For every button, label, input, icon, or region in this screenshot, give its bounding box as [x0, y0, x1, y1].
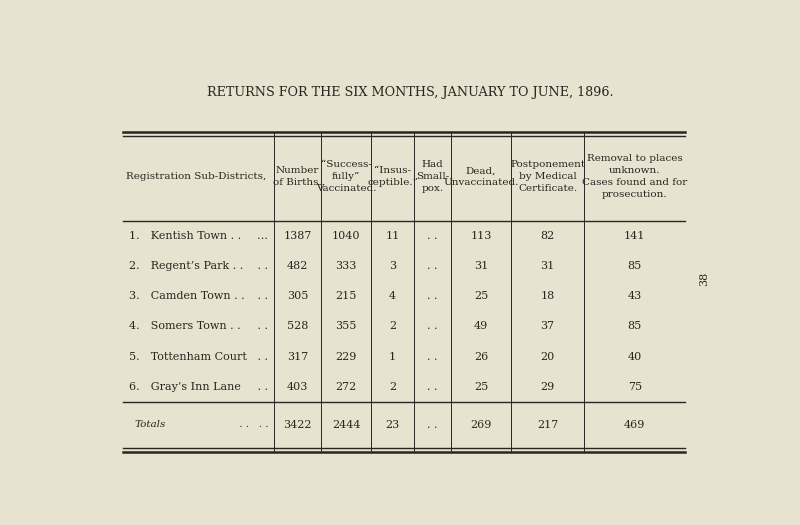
- Text: 482: 482: [287, 261, 308, 271]
- Text: . .: . .: [427, 231, 438, 241]
- Text: . .: . .: [254, 382, 268, 392]
- Text: . .: . .: [254, 321, 268, 331]
- Text: 75: 75: [628, 382, 642, 392]
- Text: 217: 217: [537, 420, 558, 430]
- Text: 2. Regent’s Park . .: 2. Regent’s Park . .: [130, 261, 244, 271]
- Text: 23: 23: [386, 420, 400, 430]
- Text: 1. Kentish Town . .: 1. Kentish Town . .: [130, 231, 242, 241]
- Text: 333: 333: [335, 261, 357, 271]
- Text: . .: . .: [427, 420, 438, 430]
- Text: 29: 29: [541, 382, 554, 392]
- Text: 317: 317: [287, 352, 308, 362]
- Text: 2: 2: [389, 382, 396, 392]
- Text: “Insus-
ceptible.”: “Insus- ceptible.”: [367, 166, 418, 187]
- Text: 1040: 1040: [332, 231, 360, 241]
- Text: 1: 1: [389, 352, 396, 362]
- Text: Number
of Births.: Number of Births.: [274, 166, 322, 187]
- Text: . .: . .: [254, 291, 268, 301]
- Text: RETURNS FOR THE SIX MONTHS, JANUARY TO JUNE, 1896.: RETURNS FOR THE SIX MONTHS, JANUARY TO J…: [206, 86, 614, 99]
- Text: Had
Small-
pox.: Had Small- pox.: [416, 160, 449, 193]
- Text: . .   . .: . . . .: [236, 421, 268, 429]
- Text: 5. Tottenham Court: 5. Tottenham Court: [130, 352, 247, 362]
- Text: 18: 18: [541, 291, 554, 301]
- Text: Removal to places
unknown.
Cases found and for
prosecution.: Removal to places unknown. Cases found a…: [582, 154, 687, 199]
- Text: 269: 269: [470, 420, 491, 430]
- Text: 43: 43: [628, 291, 642, 301]
- Text: 403: 403: [287, 382, 308, 392]
- Text: . .: . .: [427, 291, 438, 301]
- Text: 25: 25: [474, 291, 488, 301]
- Text: 26: 26: [474, 352, 488, 362]
- Text: 3. Camden Town . .: 3. Camden Town . .: [130, 291, 245, 301]
- Text: 11: 11: [386, 231, 400, 241]
- Text: 305: 305: [287, 291, 308, 301]
- Text: 40: 40: [628, 352, 642, 362]
- Text: 85: 85: [628, 321, 642, 331]
- Text: “Success-
fully”
Vaccinated.: “Success- fully” Vaccinated.: [316, 160, 376, 193]
- Text: Totals: Totals: [135, 421, 166, 429]
- Text: 31: 31: [541, 261, 554, 271]
- Text: . .: . .: [427, 321, 438, 331]
- Text: Postponement
by Medical
Certificate.: Postponement by Medical Certificate.: [510, 160, 585, 193]
- Text: 1387: 1387: [283, 231, 312, 241]
- Text: …: …: [250, 231, 268, 241]
- Text: 4. Somers Town . .: 4. Somers Town . .: [130, 321, 241, 331]
- Text: 141: 141: [624, 231, 646, 241]
- Text: 215: 215: [335, 291, 357, 301]
- Text: 82: 82: [541, 231, 554, 241]
- Text: 229: 229: [335, 352, 357, 362]
- Text: 25: 25: [474, 382, 488, 392]
- Text: Registration Sub-Districts,: Registration Sub-Districts,: [126, 172, 266, 181]
- Text: 2: 2: [389, 321, 396, 331]
- Text: 355: 355: [335, 321, 357, 331]
- Text: . .: . .: [254, 352, 268, 362]
- Text: . .: . .: [427, 352, 438, 362]
- Text: 469: 469: [624, 420, 646, 430]
- Text: 2444: 2444: [332, 420, 360, 430]
- Text: 3422: 3422: [283, 420, 312, 430]
- Text: 272: 272: [335, 382, 357, 392]
- Text: 49: 49: [474, 321, 488, 331]
- Text: 37: 37: [541, 321, 554, 331]
- Text: 113: 113: [470, 231, 491, 241]
- Text: Dead,
Unvaccinated.: Dead, Unvaccinated.: [443, 166, 518, 187]
- Text: . .: . .: [427, 261, 438, 271]
- Text: 38: 38: [699, 271, 710, 286]
- Text: 528: 528: [287, 321, 308, 331]
- Text: 85: 85: [628, 261, 642, 271]
- Text: 31: 31: [474, 261, 488, 271]
- Text: . .: . .: [254, 261, 268, 271]
- Text: 4: 4: [389, 291, 396, 301]
- Text: 20: 20: [541, 352, 554, 362]
- Text: 6. Gray’s Inn Lane: 6. Gray’s Inn Lane: [130, 382, 242, 392]
- Text: 3: 3: [389, 261, 396, 271]
- Text: . .: . .: [427, 382, 438, 392]
